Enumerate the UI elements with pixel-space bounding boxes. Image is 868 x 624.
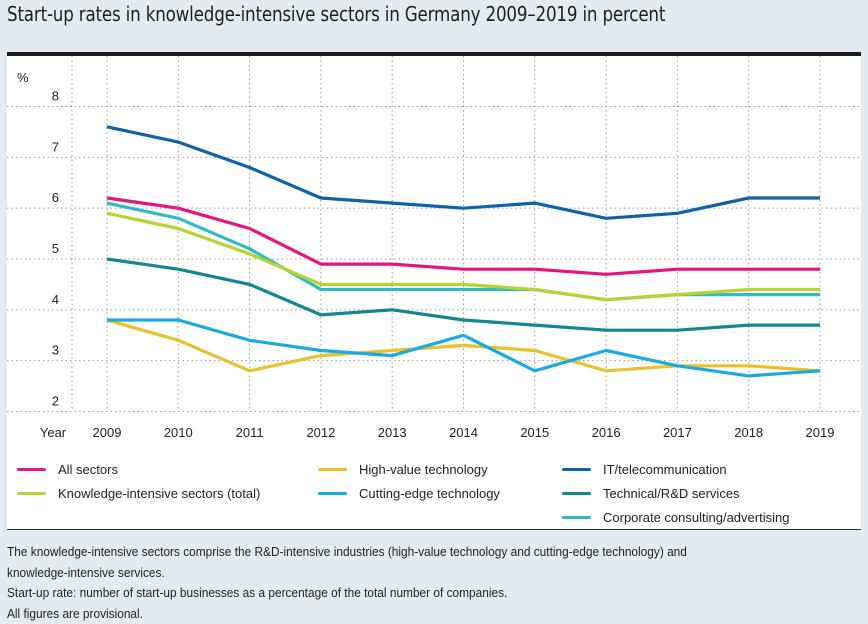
- x-tick-label: 2014: [449, 425, 478, 440]
- legend-swatch: [562, 492, 591, 495]
- y-tick-label: 5: [52, 241, 59, 256]
- legend-label: All sectors: [58, 462, 118, 477]
- x-tick-label: 2013: [378, 425, 407, 440]
- x-tick-label: 2017: [663, 425, 692, 440]
- legend-item-knowledge-intensive: Knowledge-intensive sectors (total): [17, 486, 260, 501]
- legend-item-cutting-edge-technology: Cutting-edge technology: [318, 486, 500, 501]
- y-tick-label: 3: [52, 343, 59, 358]
- y-tick-label: 8: [52, 89, 59, 104]
- x-tick-label: 2018: [734, 425, 763, 440]
- grid: [7, 56, 861, 412]
- x-tick-label: 2019: [806, 425, 835, 440]
- y-tick-label: 4: [52, 292, 59, 307]
- legend-swatch: [17, 492, 46, 495]
- legend-swatch: [562, 516, 591, 519]
- axis-ticks: 2 3 4 5 6 7 8 2009 2010 2011 2012 2013 2014 2015 2016 2…: [17, 70, 834, 440]
- chart-title: Start-up rates in knowledge-intensive se…: [7, 2, 665, 26]
- x-tick-label: 2012: [306, 425, 335, 440]
- x-axis-label: Year: [40, 425, 67, 440]
- legend-item-technical-rd-services: Technical/R&D services: [562, 486, 740, 501]
- x-tick-label: 2010: [164, 425, 193, 440]
- footnote-line: Start-up rate: number of start-up busine…: [7, 583, 815, 604]
- legend-item-all-sectors: All sectors: [17, 462, 118, 477]
- footnote-line: knowledge-intensive services.: [7, 563, 815, 584]
- line-chart: 2 3 4 5 6 7 8 2009 2010 2011 2012 2013 2014 2015 2016 2…: [7, 56, 861, 530]
- x-tick-label: 2016: [592, 425, 621, 440]
- chart-panel: 2 3 4 5 6 7 8 2009 2010 2011 2012 2013 2014 2015 2016 2…: [7, 52, 861, 530]
- x-tick-label: 2009: [93, 425, 122, 440]
- x-tick-label: 2015: [520, 425, 549, 440]
- legend-label: Technical/R&D services: [603, 486, 740, 501]
- legend-item-it-telecommunication: IT/telecommunication: [562, 462, 727, 477]
- footnotes: The knowledge-intensive sectors comprise…: [7, 542, 815, 624]
- legend-label: Knowledge-intensive sectors (total): [58, 486, 260, 501]
- footnote-line: All figures are provisional.: [7, 604, 815, 624]
- legend-label: Corporate consulting/advertising: [603, 510, 789, 525]
- legend-swatch: [318, 468, 347, 471]
- legend-label: Cutting-edge technology: [359, 486, 500, 501]
- legend-swatch: [17, 468, 46, 471]
- legend-swatch: [318, 492, 347, 495]
- y-tick-label: 2: [52, 394, 59, 409]
- footnote-line: The knowledge-intensive sectors comprise…: [7, 542, 815, 563]
- legend-item-high-value-technology: High-value technology: [318, 462, 488, 477]
- legend-label: IT/telecommunication: [603, 462, 727, 477]
- legend-item-corporate-consulting: Corporate consulting/advertising: [562, 510, 789, 525]
- legend-swatch: [562, 468, 591, 471]
- y-axis-unit-label: %: [17, 70, 29, 85]
- legend-label: High-value technology: [359, 462, 488, 477]
- y-tick-label: 6: [52, 190, 59, 205]
- x-tick-label: 2011: [236, 425, 264, 440]
- y-tick-label: 7: [52, 139, 59, 154]
